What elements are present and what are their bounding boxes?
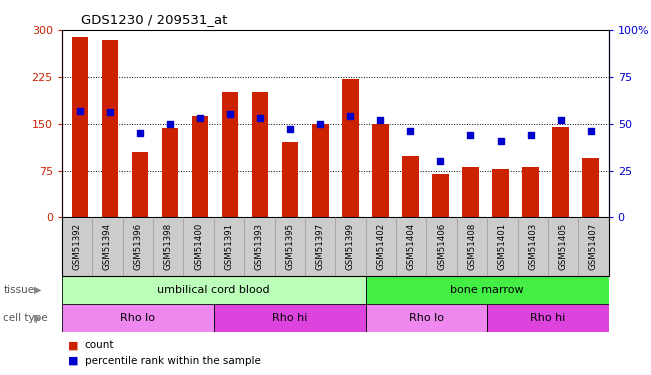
Point: [165, 121, 175, 127]
Text: GSM51404: GSM51404: [407, 223, 416, 270]
Bar: [492, 169, 509, 217]
Point: [465, 132, 476, 138]
Text: GSM51395: GSM51395: [285, 223, 294, 270]
Text: ▶: ▶: [34, 313, 42, 323]
Bar: [192, 116, 208, 218]
Text: GSM51401: GSM51401: [498, 223, 507, 270]
Bar: [282, 142, 298, 218]
Point: [195, 115, 205, 121]
Point: [315, 121, 326, 127]
Text: Rho lo: Rho lo: [409, 313, 444, 323]
Bar: [132, 152, 148, 217]
Text: umbilical cord blood: umbilical cord blood: [158, 285, 270, 295]
Text: bone marrow: bone marrow: [450, 285, 524, 295]
Bar: [522, 168, 539, 217]
Point: [285, 126, 296, 132]
Point: [525, 132, 536, 138]
Bar: [312, 124, 329, 218]
Point: [135, 130, 145, 136]
Bar: [366, 304, 487, 332]
Bar: [62, 276, 366, 304]
Point: [436, 158, 446, 164]
Text: GSM51397: GSM51397: [316, 223, 325, 270]
Text: Rho hi: Rho hi: [272, 313, 307, 323]
Text: tissue: tissue: [3, 285, 35, 295]
Bar: [487, 304, 609, 332]
Text: GSM51399: GSM51399: [346, 223, 355, 270]
Bar: [342, 79, 359, 218]
Bar: [366, 276, 609, 304]
Text: GSM51403: GSM51403: [528, 223, 537, 270]
Bar: [161, 128, 178, 217]
Point: [225, 111, 235, 117]
Point: [375, 117, 385, 123]
Text: GSM51396: GSM51396: [133, 223, 143, 270]
Point: [105, 110, 115, 116]
Bar: [583, 158, 599, 218]
Bar: [552, 127, 569, 218]
Text: percentile rank within the sample: percentile rank within the sample: [85, 356, 260, 366]
Text: GSM51391: GSM51391: [225, 223, 234, 270]
Text: GSM51408: GSM51408: [467, 223, 477, 270]
Bar: [252, 93, 268, 218]
Text: GSM51402: GSM51402: [376, 223, 385, 270]
Bar: [462, 168, 478, 217]
Text: GDS1230 / 209531_at: GDS1230 / 209531_at: [81, 13, 228, 26]
Text: Rho hi: Rho hi: [530, 313, 566, 323]
Text: GSM51393: GSM51393: [255, 223, 264, 270]
Bar: [62, 304, 214, 332]
Text: GSM51400: GSM51400: [194, 223, 203, 270]
Text: count: count: [85, 340, 114, 350]
Point: [585, 128, 596, 134]
Text: GSM51398: GSM51398: [163, 223, 173, 270]
Bar: [102, 40, 118, 218]
Point: [405, 128, 415, 134]
Text: ■: ■: [68, 340, 79, 350]
Text: cell type: cell type: [3, 313, 48, 323]
Text: ▶: ▶: [34, 285, 42, 295]
Text: GSM51407: GSM51407: [589, 223, 598, 270]
Text: GSM51405: GSM51405: [559, 223, 568, 270]
Bar: [222, 93, 238, 218]
Point: [345, 113, 355, 119]
Point: [555, 117, 566, 123]
Bar: [432, 174, 449, 217]
Text: GSM51392: GSM51392: [72, 223, 81, 270]
Text: Rho lo: Rho lo: [120, 313, 156, 323]
Bar: [214, 304, 366, 332]
Text: GSM51406: GSM51406: [437, 223, 446, 270]
Point: [495, 138, 506, 144]
Text: ■: ■: [68, 356, 79, 366]
Text: GSM51394: GSM51394: [103, 223, 112, 270]
Bar: [372, 124, 389, 218]
Point: [255, 115, 266, 121]
Bar: [402, 156, 419, 218]
Point: [75, 108, 85, 114]
Bar: [72, 38, 88, 218]
